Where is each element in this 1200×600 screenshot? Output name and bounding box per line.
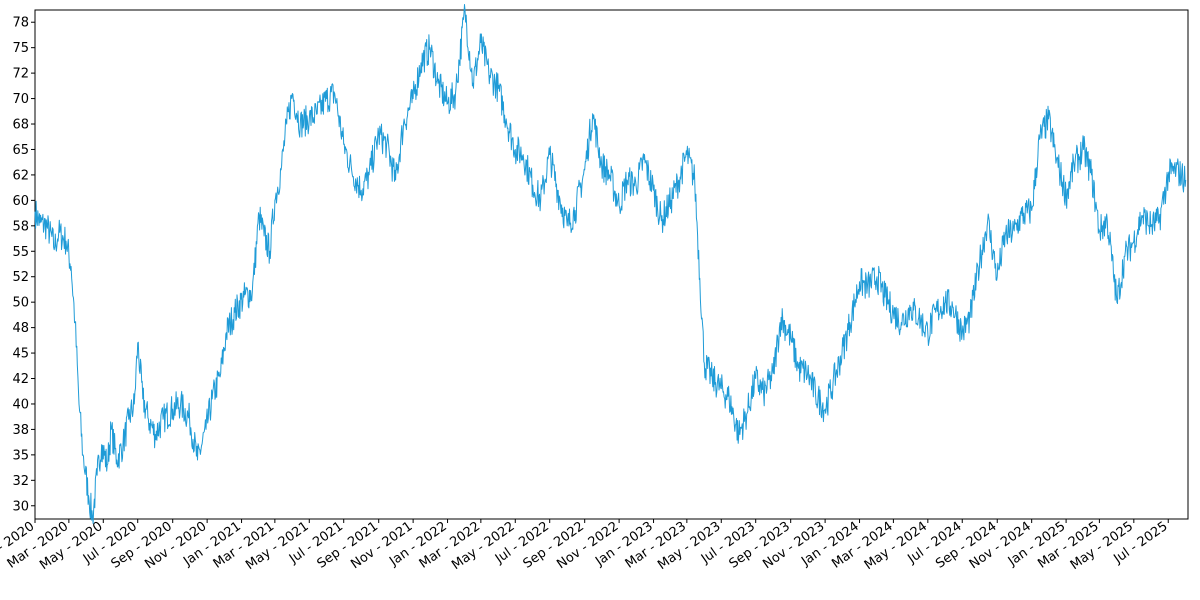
y-tick-label: 42 <box>12 372 29 387</box>
plot-frame <box>34 9 1189 520</box>
y-tick-label: 50 <box>12 296 29 311</box>
y-tick-label: 38 <box>12 423 29 438</box>
y-tick-label: 58 <box>12 219 29 234</box>
series-line <box>34 4 1187 524</box>
y-tick-label: 40 <box>12 397 29 412</box>
y-tick-label: 60 <box>12 194 29 209</box>
y-axis: 30 32 35 38 40 42 45 48 50 52 55 58 60 62 65 68 70 72 75 78 <box>12 16 35 514</box>
y-tick-label: 75 <box>12 41 29 56</box>
y-tick-label: 52 <box>12 270 29 285</box>
y-tick-label: 62 <box>12 168 29 183</box>
y-tick-label: 65 <box>12 143 29 158</box>
y-tick-label: 72 <box>12 67 29 82</box>
y-tick-label: 35 <box>12 448 29 463</box>
y-tick-label: 30 <box>12 499 29 514</box>
y-tick-label: 55 <box>12 245 29 260</box>
y-tick-label: 68 <box>12 118 29 133</box>
y-tick-label: 78 <box>12 16 29 31</box>
y-tick-label: 32 <box>12 474 29 489</box>
y-tick-label: 70 <box>12 92 29 107</box>
y-tick-label: 48 <box>12 321 29 336</box>
y-tick-label: 45 <box>12 347 29 362</box>
